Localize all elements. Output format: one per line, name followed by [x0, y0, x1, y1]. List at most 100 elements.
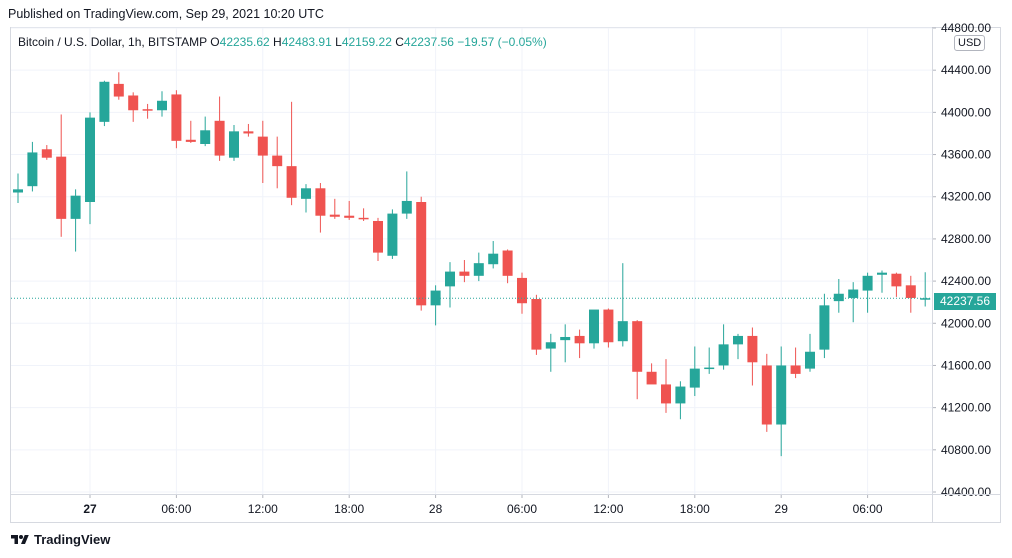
low-label: L	[335, 35, 342, 49]
candle	[531, 294, 542, 355]
candle	[315, 183, 326, 233]
candle-body	[488, 253, 499, 265]
candle-body	[661, 384, 671, 404]
candle-body	[718, 344, 729, 366]
candle	[459, 260, 470, 283]
candle-body	[315, 188, 326, 216]
published-note: Published on TradingView.com, Sep 29, 20…	[8, 7, 324, 21]
candle-body	[805, 351, 815, 369]
candle-body	[517, 277, 527, 304]
candle-body	[776, 365, 787, 425]
candle	[603, 308, 614, 348]
candle-body	[128, 95, 139, 111]
candle-body	[41, 149, 52, 158]
candle	[200, 116, 211, 147]
footer-brand[interactable]: TradingView	[10, 532, 110, 547]
candle-body	[733, 335, 743, 345]
symbol-legend: Bitcoin / U.S. Dollar, 1h, BITSTAMP O422…	[18, 35, 547, 49]
y-tick-label: 40800.00	[941, 443, 991, 457]
candle	[891, 272, 902, 297]
x-tick-label: 27	[83, 502, 97, 516]
x-tick-label: 18:00	[680, 502, 710, 516]
candle	[905, 275, 916, 313]
time-axis: 27 06:00 12:00 18:00 28 06:00 12:00 18:00 29 06:0…	[11, 494, 1000, 516]
candle	[761, 353, 772, 432]
candle	[70, 189, 81, 252]
candle	[560, 324, 571, 363]
candle-body	[70, 195, 81, 219]
candle-body	[430, 290, 441, 306]
candle-body	[416, 202, 427, 306]
candle-body	[185, 139, 196, 142]
candle-body	[747, 335, 758, 363]
candle	[617, 263, 628, 347]
y-tick-label: 42000.00	[941, 316, 991, 330]
candle	[243, 123, 254, 137]
low-value: 42159.22	[341, 35, 392, 49]
candle-body	[373, 220, 383, 253]
close-value: 42237.56	[403, 35, 454, 49]
candle-body	[891, 273, 902, 287]
x-tick-label: 18:00	[334, 502, 364, 516]
x-tick-label: 12:00	[248, 502, 278, 516]
candle	[646, 363, 657, 385]
candle	[574, 329, 585, 359]
candle	[185, 120, 196, 143]
candle-body	[329, 214, 340, 217]
tradingview-logo-icon	[11, 534, 29, 544]
candle	[329, 198, 340, 219]
candle	[805, 333, 815, 372]
candle	[128, 92, 139, 122]
candle	[387, 209, 398, 259]
candle-body	[85, 117, 95, 202]
candle-body	[877, 272, 887, 275]
candle	[545, 333, 556, 372]
candle	[790, 347, 801, 379]
candle-body	[113, 83, 124, 97]
candle-body	[214, 120, 225, 156]
candle-body	[819, 305, 830, 350]
candle	[113, 72, 124, 100]
candle-body	[286, 166, 297, 198]
candle	[502, 249, 513, 284]
open-label: O	[210, 35, 220, 49]
candle	[733, 333, 743, 360]
candle	[401, 171, 412, 219]
candle	[689, 346, 700, 397]
candle-body	[761, 365, 772, 425]
close-label: C	[395, 35, 404, 49]
candle-body	[157, 100, 167, 111]
candle-body	[646, 371, 657, 385]
y-tick-label: 41600.00	[941, 358, 991, 372]
open-value: 42235.62	[219, 35, 270, 49]
candle	[704, 347, 715, 374]
candle	[833, 278, 844, 313]
candle	[776, 346, 787, 457]
candle-body	[99, 81, 110, 122]
candle	[445, 262, 455, 308]
candle	[747, 327, 758, 386]
candle	[85, 112, 95, 225]
candle-body	[401, 200, 412, 214]
candle-body	[905, 285, 916, 298]
currency-badge[interactable]: USD	[954, 35, 986, 51]
candle	[142, 103, 153, 119]
candle-body	[243, 131, 254, 134]
candle	[358, 208, 369, 221]
candle-body	[862, 275, 873, 291]
candle-body	[574, 335, 585, 344]
x-tick-label: 06:00	[507, 502, 537, 516]
candle	[157, 91, 167, 117]
candle	[344, 200, 355, 220]
candle-body	[387, 213, 398, 256]
candle	[848, 282, 859, 323]
candle	[229, 125, 239, 161]
candle-body	[632, 321, 643, 372]
candle-body	[459, 271, 470, 276]
x-tick-label: 06:00	[853, 502, 883, 516]
footer-brand-text: TradingView	[34, 532, 111, 547]
candle-body	[920, 298, 931, 300]
candle-body	[689, 368, 700, 388]
candle	[877, 270, 887, 293]
